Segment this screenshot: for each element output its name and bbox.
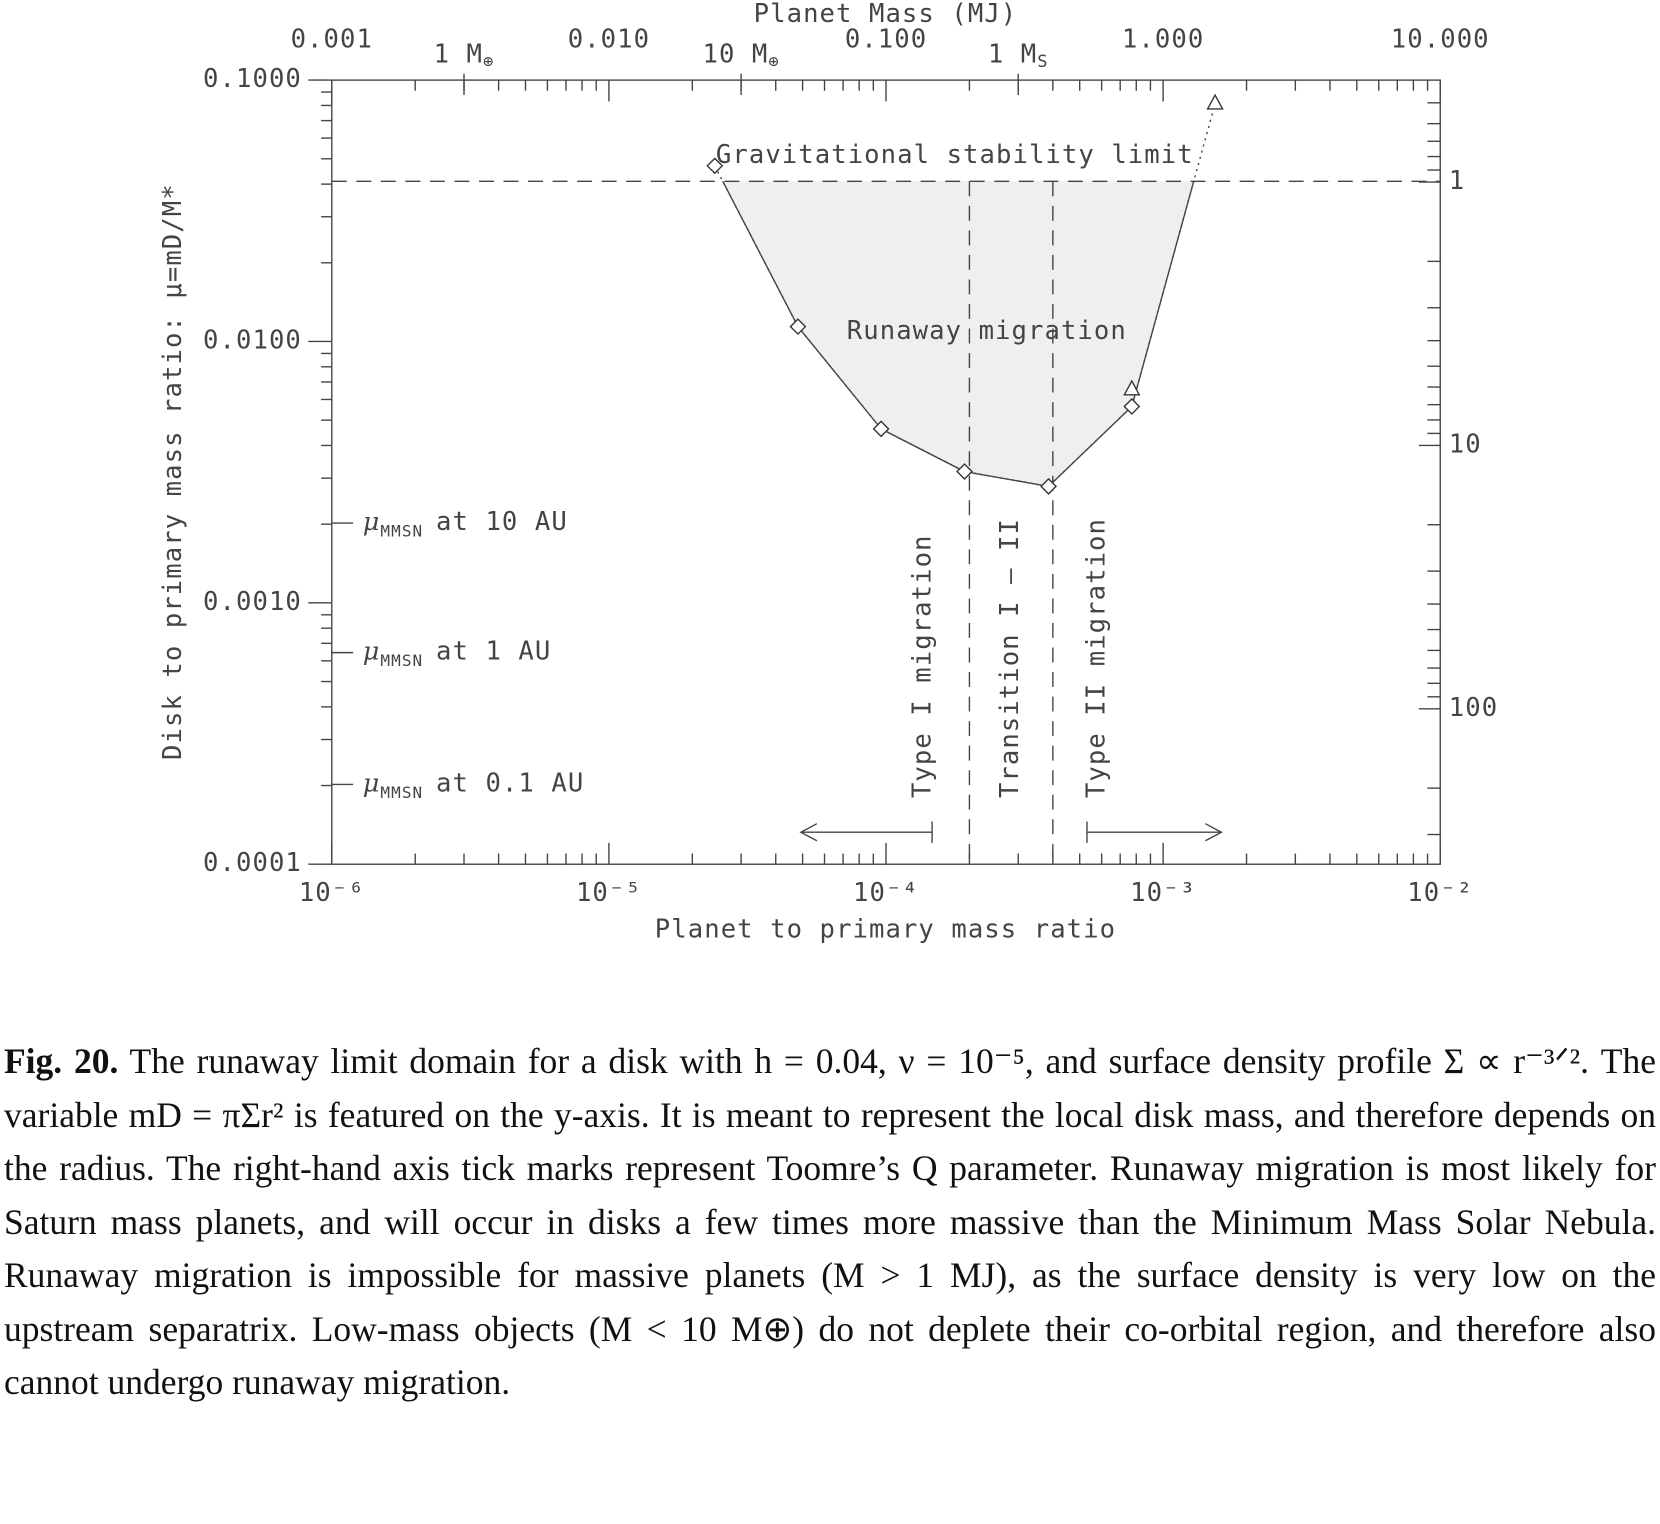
marker-sub: ⊕ — [768, 52, 779, 72]
marker-base: 1 M — [434, 40, 483, 70]
x-axis-label: Planet to primary mass ratio — [655, 914, 1116, 944]
y-axis-label: Disk to primary mass ratio: μ=mD/M* — [158, 183, 188, 760]
x2-tick-label: 0.100 — [845, 25, 927, 55]
mmsn-label: μMMSN at 10 AU — [363, 507, 568, 540]
y2-tick-label: 10 — [1449, 429, 1482, 459]
x2-tick-label: 0.001 — [291, 25, 373, 55]
chart: Planet Mass (MJ) Planet to primary mass … — [158, 0, 1498, 944]
y-tick-label: 0.0010 — [203, 587, 302, 617]
runaway-region — [722, 181, 1194, 487]
y2-tick-label: 100 — [1449, 693, 1498, 723]
mmsn-text: at 1 AU — [436, 637, 551, 667]
mmsn-symbol: μ — [363, 637, 381, 667]
x-tick-label: 10⁻² — [1407, 878, 1473, 908]
arrow-head — [1205, 823, 1223, 842]
caption-label: Fig. 20. — [4, 1041, 119, 1081]
regime-label: Type II migration — [1082, 518, 1112, 798]
diamond-point — [789, 318, 807, 336]
x2-tick-label: 1.000 — [1122, 25, 1204, 55]
mmsn-sub: MMSN — [380, 521, 423, 540]
x-tick-label: 10⁻³ — [1130, 878, 1196, 908]
diamond-point — [1040, 477, 1058, 495]
diamond-point — [1123, 398, 1141, 415]
marker-sub: ⊕ — [483, 52, 494, 72]
mmsn-text: at 0.1 AU — [436, 768, 584, 798]
mmsn-sub: MMSN — [380, 782, 423, 801]
x2-marker-label: 1 MS — [988, 40, 1049, 72]
diamond-point — [956, 463, 973, 480]
marker-base: 10 M — [702, 40, 768, 70]
regime-label: Transition I – II — [995, 518, 1025, 798]
x2-marker-label: 10 M⊕ — [702, 40, 779, 72]
y-tick-label: 0.0001 — [203, 848, 302, 878]
mmsn-symbol: μ — [363, 507, 381, 537]
y-tick-label: 0.1000 — [203, 64, 302, 94]
triangle-point — [1123, 379, 1141, 396]
region-label: Runaway migration — [847, 316, 1127, 346]
mmsn-label: μMMSN at 0.1 AU — [363, 768, 585, 801]
mmsn-label: μMMSN at 1 AU — [363, 637, 552, 670]
diamond-point — [872, 420, 890, 438]
diamond-point — [706, 157, 724, 175]
triangle-point — [1206, 93, 1224, 110]
x-tick-label: 10⁻⁴ — [853, 878, 919, 908]
marker-sub: S — [1037, 52, 1048, 72]
arrow-head — [799, 823, 818, 842]
x-tick-label: 10⁻⁵ — [576, 878, 642, 908]
y2-tick-label: 1 — [1449, 166, 1465, 196]
x-tick-label: 10⁻⁶ — [299, 878, 365, 908]
caption: Fig. 20. The runaway limit domain for a … — [4, 1035, 1656, 1410]
stability-label: Gravitational stability limit — [716, 140, 1194, 170]
mmsn-sub: MMSN — [380, 651, 423, 670]
caption-text: The runaway limit domain for a disk with… — [4, 1041, 1657, 1402]
mmsn-symbol: μ — [363, 768, 381, 798]
regime-label: Type I migration — [908, 534, 938, 798]
marker-base: 1 M — [988, 40, 1037, 70]
y-tick-label: 0.0100 — [203, 325, 302, 355]
x2-marker-label: 1 M⊕ — [434, 40, 495, 72]
x2-tick-label: 10.000 — [1391, 25, 1490, 55]
mmsn-text: at 10 AU — [436, 507, 568, 537]
x2-tick-label: 0.010 — [568, 25, 650, 55]
x2-axis-label: Planet Mass (MJ) — [754, 0, 1018, 29]
